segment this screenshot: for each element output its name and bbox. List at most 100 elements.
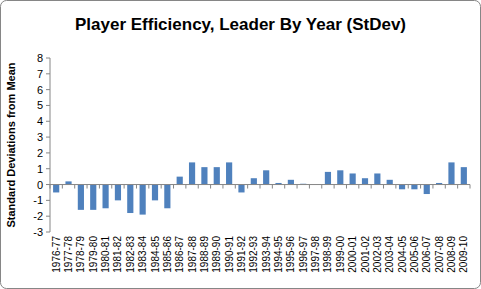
x-tick-label: 2002-03 [372,236,383,273]
bar [263,170,269,184]
bar [115,185,121,201]
x-tick [124,185,125,189]
x-tick-label: 1991-92 [236,236,247,273]
bar [325,172,331,185]
x-tick-label: 1978-79 [75,236,86,273]
y-tick [46,121,50,122]
x-tick-label: 1982-83 [125,236,136,273]
y-tick-label: 8 [37,52,43,64]
y-tick-label: 0 [37,179,43,191]
x-tick-label: 2001-02 [360,236,371,273]
x-tick-label: 1998-99 [322,236,333,273]
x-tick [74,185,75,189]
x-tick-label: 2005-06 [409,236,420,273]
x-tick-label: 1977-78 [63,236,74,273]
bars [53,162,467,214]
bar [399,185,405,190]
x-tick [222,185,223,189]
bar [238,185,244,193]
x-tick-label: 1994-95 [273,236,284,273]
y-tick [46,73,50,74]
bar [424,185,430,194]
x-tick [383,185,384,189]
y-tick [46,89,50,90]
title: Player Efficiency, Leader By Year (StDev… [75,15,406,34]
x-tick [297,185,298,189]
y-tick-label: 7 [37,68,43,80]
bar [90,185,96,210]
bar [189,162,195,184]
y-tick [46,58,50,59]
bar [337,170,343,184]
bar [350,173,356,184]
bar [140,185,146,215]
y-axis [50,58,51,232]
x-tick-label: 2004-05 [397,236,408,273]
x-tick [210,185,211,189]
x-tick-label: 1979-80 [88,236,99,273]
x-tick [432,185,433,189]
x-tick [99,185,100,189]
y-tick-label: 5 [37,99,43,111]
bar [201,167,207,184]
y-tick-label: 6 [37,84,43,96]
x-tick-label: 2009-10 [458,236,469,273]
y-tick-label: 4 [37,115,43,127]
x-tick-label: 1980-81 [100,236,111,273]
x-tick [198,185,199,189]
x-tick-label: 1976-77 [51,236,62,273]
x-tick-label: 1999-00 [335,236,346,273]
bar [411,185,417,190]
x-tick [395,185,396,189]
x-tick-label: 1981-82 [112,236,123,273]
y-tick [46,184,50,185]
x-tick [185,185,186,189]
bar [362,178,368,184]
chart-border [1,1,481,289]
x-tick [309,185,310,189]
y-tick-label: 3 [37,131,43,143]
y-tick-label: -1 [33,194,43,206]
y-tick-label: -3 [33,226,43,238]
bar [177,177,183,185]
y-tick [46,137,50,138]
y-axis-label: Standard Deviations from Mean [5,62,17,227]
x-tick-label: 1993-94 [261,236,272,273]
bar [288,180,294,185]
x-tick-label: 1992-93 [248,236,259,273]
x-tick [321,185,322,189]
bar [78,185,84,210]
x-tick [371,185,372,189]
x-tick [50,185,51,189]
x-tick [272,185,273,189]
x-tick [173,185,174,189]
x-tick [87,185,88,189]
x-tick-label: 2000-01 [347,236,358,273]
x-tick-label: 2008-09 [446,236,457,273]
bar [152,185,158,201]
x-tick [408,185,409,189]
chart: Player Efficiency, Leader By Year (StDev… [0,0,481,289]
y-tick-label: 2 [37,147,43,159]
y-tick [46,232,50,233]
bar [387,180,393,185]
x-tick [62,185,63,189]
x-tick [358,185,359,189]
x-tick-label: 1984-85 [150,236,161,273]
x-tick-label: 2006-07 [421,236,432,273]
bar [251,178,257,184]
x-tick-label: 1985-86 [162,236,173,273]
x-tick [470,185,471,189]
bar [103,185,109,209]
x-tick [420,185,421,189]
x-tick [148,185,149,189]
x-tick [346,185,347,189]
x-tick [111,185,112,189]
y-tick-label: 1 [37,163,43,175]
bar [374,173,380,184]
y-tick [46,105,50,106]
x-tick [161,185,162,189]
x-tick-label: 1987-88 [187,236,198,273]
x-tick-label: 2007-08 [434,236,445,273]
x-tick-label: 1988-89 [199,236,210,273]
